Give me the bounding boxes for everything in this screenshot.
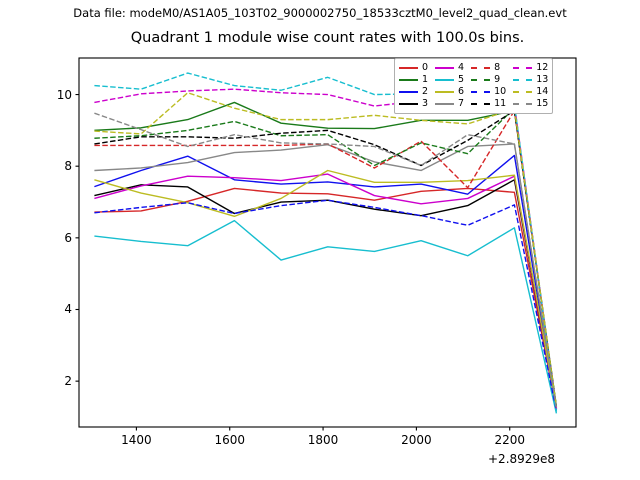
y-tick-label: 4 (64, 302, 72, 317)
legend-label-9: 9 (494, 74, 501, 85)
legend-entry-5: 5 (435, 74, 464, 86)
legend-entry-15: 15 (513, 98, 548, 110)
legend-label-10: 10 (494, 86, 507, 97)
series-line-15 (94, 112, 558, 409)
y-tick-label: 8 (64, 159, 72, 174)
data-lines (94, 72, 558, 414)
legend-entry-10: 10 (471, 86, 506, 98)
series-line-14 (94, 92, 558, 408)
legend-swatch-4 (435, 67, 455, 69)
legend-label-15: 15 (536, 98, 549, 109)
legend-swatch-12 (513, 67, 533, 69)
series-line-4 (94, 173, 558, 410)
legend-entry-8: 8 (471, 62, 506, 74)
legend-swatch-1 (399, 79, 418, 81)
series-line-3 (94, 179, 558, 409)
legend-label-14: 14 (536, 86, 549, 97)
legend-label-4: 4 (458, 62, 465, 73)
legend-entry-4: 4 (435, 62, 464, 74)
legend-entry-13: 13 (513, 74, 548, 86)
x-tick-label: 1600 (214, 433, 245, 447)
legend-swatch-14 (513, 91, 533, 93)
legend-swatch-10 (471, 91, 491, 93)
legend-label-2: 2 (422, 86, 429, 97)
legend-swatch-0 (399, 67, 418, 69)
chart-title: Quadrant 1 module wise count rates with … (130, 30, 525, 46)
legend-label-11: 11 (494, 98, 507, 109)
y-tick-label: 2 (64, 374, 72, 389)
legend-label-3: 3 (422, 98, 429, 109)
series-line-0 (94, 187, 558, 410)
series-line-9 (94, 107, 558, 407)
legend: 0 4 8 12 1 5 9 13 2 6 10 14 3 7 11 15 (394, 58, 554, 114)
axes-frame (78, 57, 577, 428)
legend-swatch-2 (399, 91, 418, 93)
plot-border (78, 57, 577, 428)
data-file-label: Data file: modeM0/AS1A05_103T02_90000027… (73, 6, 567, 20)
x-axis-offset-label: +2.8929e8 (488, 452, 556, 466)
x-tick-label: 1400 (121, 433, 152, 447)
legend-entry-7: 7 (435, 98, 464, 110)
y-tick-label: 10 (56, 87, 72, 102)
legend-swatch-6 (435, 91, 455, 93)
x-tick-label: 2200 (494, 433, 525, 447)
legend-entry-11: 11 (471, 98, 506, 110)
legend-swatch-15 (513, 103, 533, 105)
legend-label-6: 6 (458, 86, 465, 97)
series-line-6 (94, 169, 558, 409)
legend-entry-14: 14 (513, 86, 548, 98)
series-line-5 (94, 219, 558, 414)
legend-label-5: 5 (458, 74, 465, 85)
legend-swatch-7 (435, 103, 455, 105)
legend-swatch-3 (399, 103, 418, 105)
series-line-7 (94, 143, 558, 408)
legend-label-0: 0 (422, 62, 429, 73)
x-tick-label: 1800 (307, 433, 339, 447)
series-line-13 (94, 72, 558, 412)
legend-label-12: 12 (536, 62, 549, 73)
legend-entry-0: 0 (399, 62, 428, 74)
legend-entry-2: 2 (399, 86, 428, 98)
legend-entry-9: 9 (471, 74, 506, 86)
legend-entry-6: 6 (435, 86, 464, 98)
series-line-1 (94, 101, 558, 408)
x-tick-label: 2000 (401, 433, 432, 447)
series-line-8 (94, 109, 558, 409)
legend-swatch-8 (471, 67, 491, 69)
legend-entry-1: 1 (399, 74, 428, 86)
legend-label-13: 13 (536, 74, 549, 85)
legend-swatch-11 (471, 103, 491, 105)
legend-label-1: 1 (422, 74, 429, 85)
legend-entry-12: 12 (513, 62, 548, 74)
series-line-11 (94, 109, 558, 408)
axis-ticks (75, 93, 511, 431)
legend-swatch-9 (471, 79, 491, 81)
legend-swatch-13 (513, 79, 533, 81)
legend-label-7: 7 (458, 98, 465, 109)
legend-entry-3: 3 (399, 98, 428, 110)
series-line-10 (94, 199, 558, 411)
legend-label-8: 8 (494, 62, 501, 73)
y-tick-label: 6 (64, 230, 72, 245)
legend-swatch-5 (435, 79, 455, 81)
series-line-2 (94, 154, 558, 410)
